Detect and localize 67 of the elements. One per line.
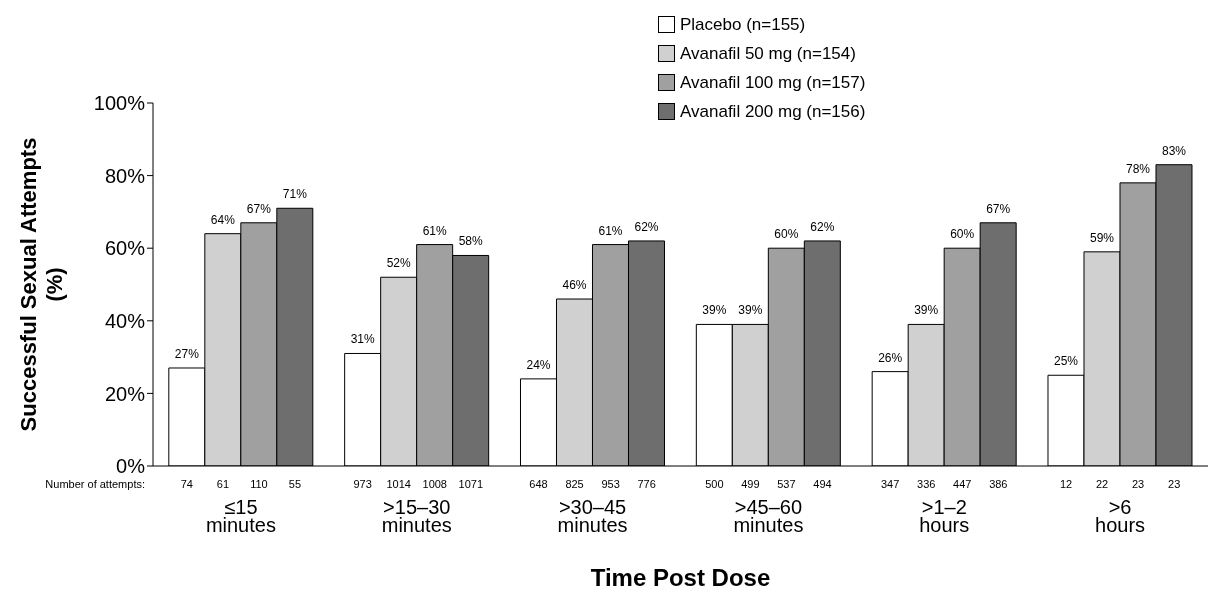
text: 447 (953, 478, 972, 490)
y-tick-label: 80% (104, 164, 146, 187)
data-label: 64% (210, 212, 236, 227)
text: 500 (705, 478, 724, 490)
x-tick-label: >45–60 minutes (733, 496, 804, 536)
data-label: 39% (914, 303, 939, 318)
y-tick-label: 0% (116, 455, 146, 478)
data-label: 46% (562, 278, 587, 293)
data-label: 67% (246, 201, 272, 216)
text: 825 (565, 478, 584, 490)
text: 386 (989, 478, 1008, 490)
text: 1071 (458, 478, 484, 490)
data-label: 39% (702, 303, 727, 318)
text: 23 (1131, 478, 1145, 490)
text: 648 (529, 478, 548, 490)
x-tick-label: >6 hours (1095, 496, 1146, 536)
data-label: 71% (282, 187, 308, 202)
text: 23 (1168, 478, 1181, 490)
text: 347 (881, 478, 900, 490)
text: 74 (180, 478, 193, 490)
text: 1008 (422, 478, 448, 490)
data-label: 27% (174, 346, 200, 361)
data-label: 61% (598, 223, 623, 238)
x-tick-label: >30–45 minutes (557, 496, 628, 536)
data-label: 31% (350, 332, 375, 347)
x-tick-label: >1–2 hours (919, 496, 970, 536)
text: 494 (813, 478, 832, 490)
y-tick-label: 40% (104, 309, 146, 332)
legend-label: Avanafil 50 mg (n=154) (680, 43, 856, 64)
text: 973 (353, 478, 372, 490)
data-label: 24% (526, 357, 551, 372)
text: 1014 (386, 478, 411, 490)
x-tick-label: ≤15 minutes (205, 496, 276, 536)
data-label: 62% (634, 219, 659, 234)
text: 499 (741, 478, 760, 490)
legend-label: Avanafil 200 mg (n=156) (680, 101, 866, 122)
data-label: 59% (1089, 230, 1115, 245)
x-axis-title: Time Post Dose (590, 564, 771, 591)
legend-label: Avanafil 100 mg (n=157) (680, 72, 866, 93)
data-label: 78% (1125, 161, 1151, 176)
text: 55 (288, 478, 302, 490)
y-tick-label: 20% (104, 382, 146, 405)
data-label: 26% (878, 350, 903, 365)
text: 537 (777, 478, 796, 490)
y-tick-label: 100% (93, 92, 146, 115)
legend-label: Placebo (n=155) (680, 14, 806, 35)
text: 12 (1059, 478, 1073, 490)
text: 22 (1095, 478, 1109, 490)
data-label: 62% (810, 219, 835, 234)
text: 776 (637, 478, 656, 490)
text: Number of attempts: (45, 478, 145, 490)
text: 953 (601, 478, 620, 490)
data-label: 61% (422, 223, 447, 238)
y-tick-label: 60% (104, 237, 146, 260)
text: 336 (917, 478, 936, 490)
data-label: 39% (738, 303, 763, 318)
data-label: 52% (386, 256, 411, 271)
x-tick-label: >15–30 minutes (381, 496, 452, 536)
data-label: 60% (950, 227, 975, 242)
data-label: 67% (986, 201, 1011, 216)
text: 61 (216, 478, 230, 490)
data-label: 60% (774, 227, 799, 242)
data-label: 25% (1053, 354, 1079, 369)
data-label: 58% (458, 234, 483, 249)
text: 110 (250, 478, 268, 490)
y-axis-title: Successful Sexual Attempts (%) (16, 137, 67, 432)
data-label: 83% (1161, 143, 1187, 158)
